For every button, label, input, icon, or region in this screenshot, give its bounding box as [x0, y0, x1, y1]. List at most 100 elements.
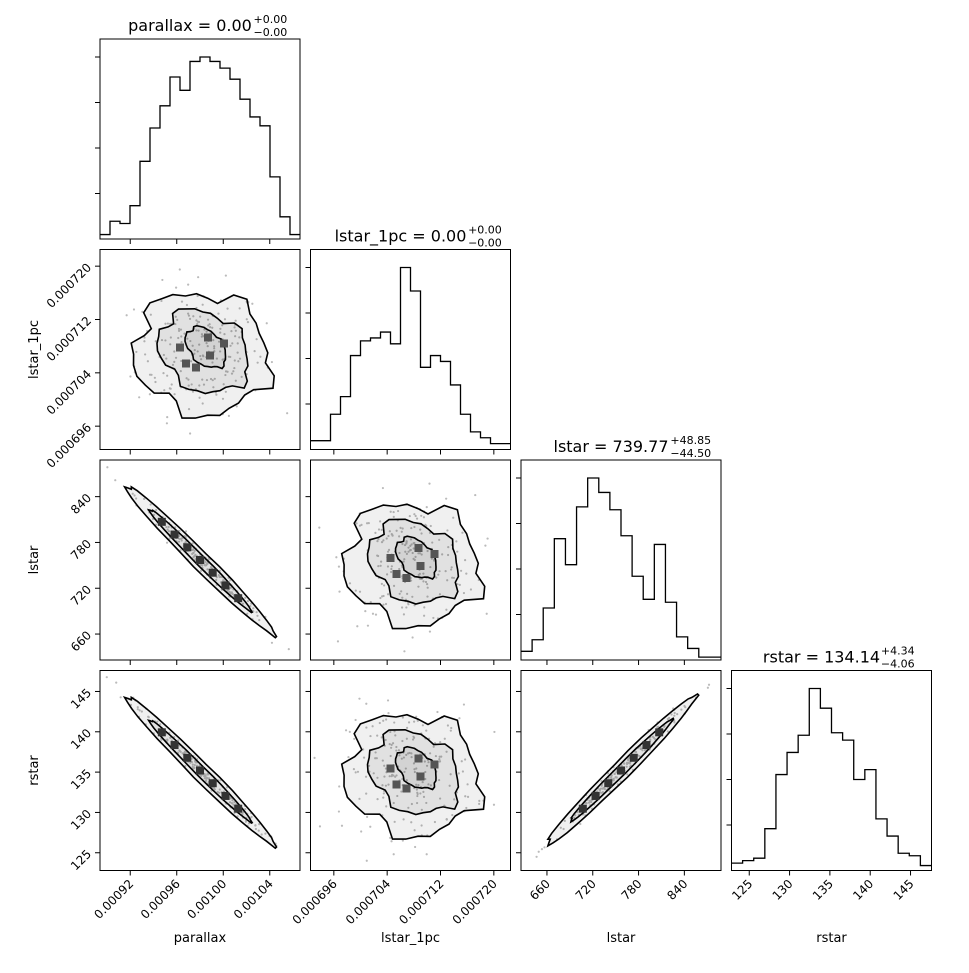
sample-point — [383, 764, 386, 767]
sample-point — [390, 746, 393, 749]
sample-point — [383, 775, 386, 778]
sample-point — [485, 612, 488, 615]
sample-point — [391, 742, 395, 745]
sample-point — [382, 594, 385, 598]
sample-point — [183, 332, 186, 335]
sample-point — [203, 564, 206, 567]
sample-point — [405, 753, 408, 756]
sample-point — [400, 606, 404, 609]
sample-point — [445, 818, 448, 821]
sample-point — [381, 759, 384, 762]
sample-point — [155, 508, 158, 512]
sample-point — [185, 377, 188, 380]
sample-point — [401, 739, 404, 743]
sample-point — [206, 318, 210, 321]
sample-point — [204, 779, 208, 782]
panel-parallax-rstar — [99, 670, 301, 871]
sample-point — [385, 805, 388, 808]
sample-point — [382, 603, 385, 606]
sample-point — [464, 559, 467, 562]
sample-point — [348, 730, 351, 733]
sample-point — [159, 723, 162, 726]
sample-point — [195, 329, 198, 332]
sample-point — [627, 758, 630, 762]
sample-point — [416, 794, 419, 798]
sample-point — [199, 315, 202, 318]
sample-point — [407, 603, 410, 606]
sample-point — [165, 739, 169, 742]
sample-point — [365, 792, 368, 795]
sample-point — [238, 357, 242, 360]
density-bin — [183, 753, 192, 762]
sample-point — [376, 798, 379, 801]
sample-point — [186, 337, 189, 340]
sample-point — [409, 538, 413, 541]
density-bin — [402, 574, 411, 582]
sample-point — [452, 516, 455, 519]
sample-point — [233, 359, 236, 362]
sample-point — [400, 757, 403, 760]
sample-point — [179, 369, 182, 373]
sample-point — [410, 543, 413, 546]
sample-point — [366, 624, 370, 627]
sample-point — [543, 846, 546, 849]
sample-point — [387, 712, 390, 715]
sample-point — [374, 751, 377, 754]
sample-point — [707, 683, 711, 686]
x-tick-label: 840 — [664, 877, 690, 903]
sample-point — [445, 497, 448, 500]
sample-point — [426, 586, 429, 589]
sample-point — [443, 737, 446, 740]
sample-point — [407, 550, 410, 553]
sample-point — [663, 724, 666, 728]
density-bin — [629, 753, 638, 762]
sample-point — [244, 807, 247, 811]
sample-point — [189, 360, 193, 363]
sample-point — [410, 755, 413, 759]
sample-point — [187, 314, 191, 317]
sample-point — [398, 754, 401, 757]
sample-point — [387, 534, 390, 538]
sample-point — [254, 824, 257, 827]
sample-point — [394, 775, 397, 778]
sample-point — [419, 528, 422, 531]
sample-point — [179, 537, 183, 540]
sample-point — [200, 333, 204, 336]
sample-point — [188, 317, 192, 320]
sample-point — [223, 332, 226, 336]
sample-point — [196, 350, 199, 353]
sample-point — [165, 541, 169, 544]
sample-point — [229, 355, 232, 359]
sample-point — [462, 703, 466, 706]
density-bin — [234, 804, 243, 813]
sample-point — [377, 538, 380, 541]
sample-point — [170, 383, 173, 386]
sample-point — [156, 720, 159, 723]
sample-point — [358, 697, 361, 700]
sample-point — [395, 745, 398, 749]
sample-point — [420, 808, 423, 811]
sample-point — [666, 717, 669, 721]
sample-point — [205, 378, 209, 382]
sample-point — [413, 829, 416, 832]
sample-point — [428, 752, 432, 755]
sample-point — [178, 537, 181, 540]
sample-point — [446, 579, 449, 582]
x-tick-label: 660 — [527, 877, 553, 903]
y-axis-label-rstar: rstar — [27, 755, 42, 786]
sample-point — [402, 560, 405, 563]
sample-point — [641, 749, 644, 752]
sample-point — [673, 721, 676, 724]
sample-point — [458, 717, 461, 720]
sample-point — [415, 517, 419, 520]
sample-point — [420, 532, 423, 535]
sample-point — [197, 320, 201, 324]
sample-point — [258, 823, 261, 826]
density-bin — [220, 339, 228, 348]
y-tick-label: 720 — [68, 582, 94, 608]
x-tick-label: 0.00092 — [91, 877, 136, 922]
y-tick-label: 140 — [68, 726, 94, 752]
sample-point — [429, 524, 432, 528]
sample-point — [448, 784, 451, 787]
sample-point — [213, 788, 216, 791]
